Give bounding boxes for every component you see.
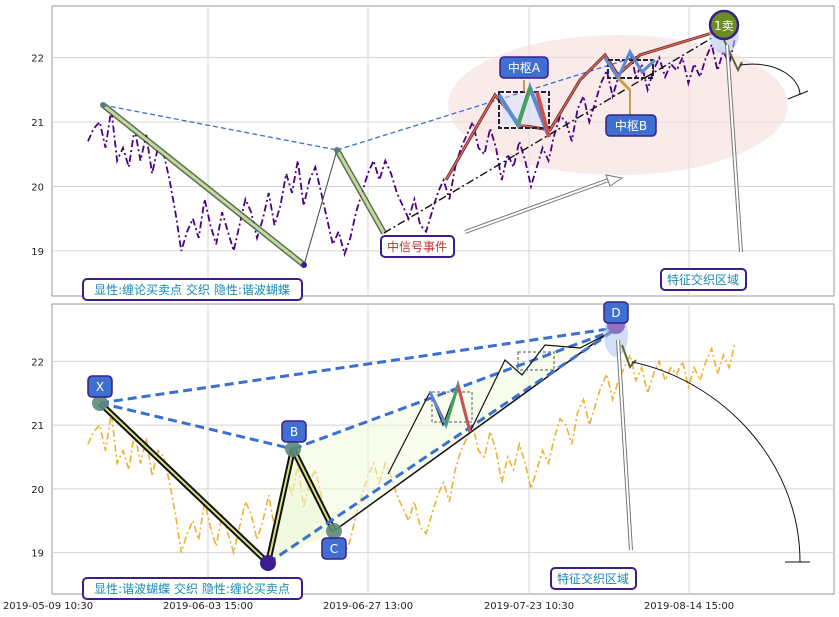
top-legend-tag: 显性:缠论买卖点 交织 隐性:谐波蝴蝶 bbox=[82, 278, 303, 301]
bottom-legend-tag: 显性:谐波蝴蝶 交织 隐性:缠论买卖点 bbox=[82, 577, 303, 600]
point-b-tag: B bbox=[281, 420, 307, 443]
point-d-tag: D bbox=[603, 301, 629, 324]
axis-tick-labels: 19 20 21 22 19 20 21 22 2019-05-09 10:30 2019-06-… bbox=[3, 54, 734, 612]
svg-text:中信号事件: 中信号事件 bbox=[387, 239, 447, 254]
xtick-label: 2019-06-27 13:00 bbox=[323, 601, 413, 612]
zhongshu-b-tag: 中枢B bbox=[605, 114, 657, 137]
xtick-label: 2019-06-03 15:00 bbox=[163, 601, 253, 612]
svg-text:C: C bbox=[330, 542, 338, 556]
point-c-tag: C bbox=[321, 537, 347, 560]
bottom-ytick-label: 19 bbox=[31, 549, 44, 560]
svg-text:X: X bbox=[96, 380, 104, 394]
bottom-ytick-label: 22 bbox=[31, 357, 44, 368]
signal-event-tag: 中信号事件 bbox=[380, 235, 455, 258]
top-ytick-label: 20 bbox=[31, 182, 44, 193]
svg-text:中枢B: 中枢B bbox=[615, 118, 647, 133]
bottom-ytick-label: 21 bbox=[31, 421, 44, 432]
svg-text:中枢A: 中枢A bbox=[508, 60, 541, 75]
zhongshu-a-tag: 中枢A bbox=[499, 56, 549, 79]
svg-text:特征交织区域: 特征交织区域 bbox=[667, 272, 739, 287]
svg-text:D: D bbox=[611, 306, 620, 320]
svg-text:显性:缠论买卖点 交织 隐性:谐波蝴蝶: 显性:缠论买卖点 交织 隐性:谐波蝴蝶 bbox=[94, 282, 290, 297]
top-ytick-label: 22 bbox=[31, 54, 44, 65]
top-ytick-label: 21 bbox=[31, 118, 44, 129]
top-arrows bbox=[464, 44, 809, 253]
svg-text:B: B bbox=[290, 425, 298, 439]
bottom-region-tag: 特征交织区域 bbox=[550, 567, 637, 590]
point-x-tag: X bbox=[87, 375, 113, 398]
svg-text:显性:谐波蝴蝶 交织 隐性:缠论买卖点: 显性:谐波蝴蝶 交织 隐性:缠论买卖点 bbox=[94, 581, 290, 596]
svg-text:特征交织区域: 特征交织区域 bbox=[557, 571, 629, 586]
bottom-ytick-label: 20 bbox=[31, 485, 44, 496]
bottom-arrows bbox=[616, 339, 810, 563]
xtick-label: 2019-07-23 10:30 bbox=[484, 601, 574, 612]
harmonic-pattern bbox=[92, 313, 628, 571]
top-ytick-label: 19 bbox=[31, 247, 44, 258]
zhongshu-a-box bbox=[497, 80, 551, 138]
sell-point-label: 1卖 bbox=[714, 19, 734, 33]
zhongshu-b-box bbox=[603, 48, 657, 115]
xtick-label: 2019-08-14 15:00 bbox=[644, 601, 734, 612]
top-region-tag: 特征交织区域 bbox=[660, 268, 747, 291]
xtick-label: 2019-05-09 10:30 bbox=[3, 601, 93, 612]
